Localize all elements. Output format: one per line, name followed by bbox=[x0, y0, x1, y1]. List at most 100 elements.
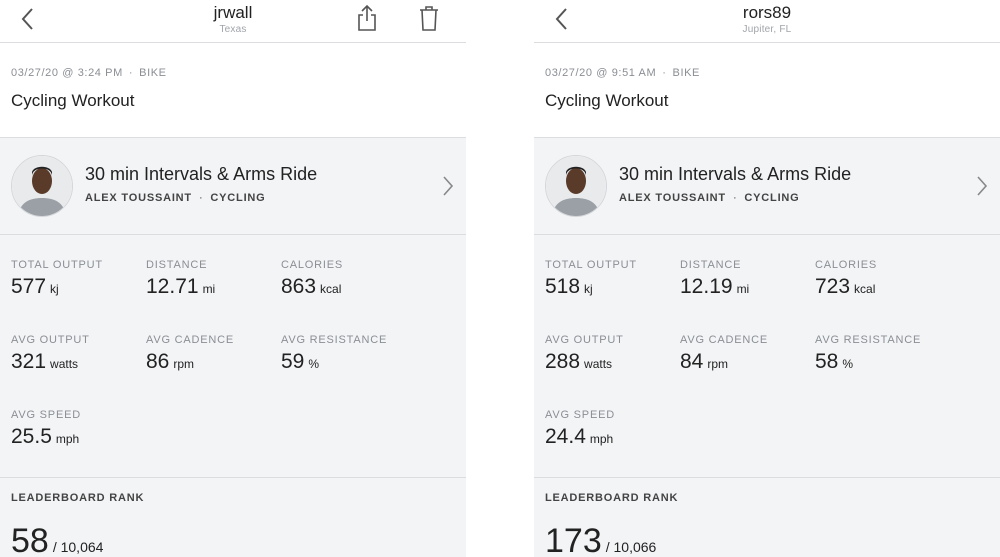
stat-total-output: TOTAL OUTPUT 518 kj bbox=[545, 259, 637, 299]
stat-unit: mph bbox=[55, 432, 80, 446]
workout-title: Cycling Workout bbox=[11, 91, 135, 110]
stat-label: TOTAL OUTPUT bbox=[545, 259, 637, 271]
rank-total: / 10,066 bbox=[605, 539, 657, 555]
ride-card[interactable]: 30 min Intervals & Arms Ride ALEX TOUSSA… bbox=[0, 138, 466, 235]
leaderboard-rank: 58/ 10,064 bbox=[11, 522, 103, 557]
stat-avg-cadence: AVG CADENCE 86 rpm bbox=[146, 334, 234, 374]
stat-value: 84 bbox=[680, 350, 704, 373]
stat-unit: mi bbox=[202, 282, 216, 296]
workout-type: BIKE bbox=[672, 67, 700, 79]
stat-unit: % bbox=[842, 357, 854, 371]
stat-label: DISTANCE bbox=[146, 259, 208, 271]
workout-title: Cycling Workout bbox=[545, 91, 669, 110]
workout-summary-card: 03/27/20 @ 3:24 PM · BIKE Cycling Workout bbox=[0, 43, 466, 138]
stat-total-output: TOTAL OUTPUT 577 kj bbox=[11, 259, 103, 299]
stat-unit: % bbox=[308, 357, 320, 371]
leaderboard-section: LEADERBOARD RANK 58/ 10,064 bbox=[0, 477, 466, 557]
workout-panel-right: rors89 Jupiter, FL 03/27/20 @ 9:51 AM · BI… bbox=[534, 0, 1000, 557]
trash-icon[interactable] bbox=[418, 4, 440, 32]
stat-avg-resistance: AVG RESISTANCE 59% bbox=[281, 334, 387, 374]
stat-value: 12.71 bbox=[146, 275, 199, 298]
leaderboard-label: LEADERBOARD RANK bbox=[545, 492, 679, 504]
stat-avg-speed: AVG SPEED 24.4 mph bbox=[545, 409, 615, 449]
stat-unit: kj bbox=[50, 282, 59, 296]
location-subtitle: Jupiter, FL bbox=[742, 24, 792, 35]
username-title: rors89 bbox=[742, 3, 792, 22]
stat-label: AVG RESISTANCE bbox=[815, 334, 922, 346]
leaderboard-label: LEADERBOARD RANK bbox=[11, 492, 145, 504]
leaderboard-section: LEADERBOARD RANK 173/ 10,066 bbox=[534, 477, 1000, 557]
stat-unit: kj bbox=[584, 282, 593, 296]
stat-unit: kcal bbox=[320, 282, 342, 296]
leaderboard-rank: 173/ 10,066 bbox=[545, 522, 656, 557]
workout-meta: 03/27/20 @ 9:51 AM · BIKE bbox=[545, 67, 700, 79]
stat-value: 25.5 bbox=[11, 425, 52, 448]
instructor-name: ALEX TOUSSAINT bbox=[85, 192, 192, 204]
stat-label: DISTANCE bbox=[680, 259, 742, 271]
stat-unit: watts bbox=[50, 357, 79, 371]
workout-date: 03/27/20 @ 9:51 AM bbox=[545, 67, 657, 79]
chevron-left-icon[interactable] bbox=[18, 6, 38, 32]
instructor-name: ALEX TOUSSAINT bbox=[619, 192, 726, 204]
stat-value: 58 bbox=[815, 350, 839, 373]
stat-label: AVG CADENCE bbox=[680, 334, 769, 346]
instructor-avatar bbox=[11, 155, 73, 217]
stat-label: CALORIES bbox=[815, 259, 878, 271]
stat-avg-output: AVG OUTPUT 321 watts bbox=[11, 334, 90, 374]
rank-value: 58 bbox=[11, 522, 49, 557]
ride-title: 30 min Intervals & Arms Ride bbox=[85, 164, 318, 184]
stat-label: AVG OUTPUT bbox=[11, 334, 90, 346]
stat-value: 12.19 bbox=[680, 275, 733, 298]
stat-calories: CALORIES 723 kcal bbox=[815, 259, 877, 299]
stat-label: AVG RESISTANCE bbox=[281, 334, 388, 346]
workout-panel-left: jrwall Texas 03/27/20 @ 3:24 PM · BIKE Cyc… bbox=[0, 0, 466, 557]
instructor-avatar bbox=[545, 155, 607, 217]
stat-distance: DISTANCE 12.19 mi bbox=[680, 259, 749, 299]
ride-discipline: CYCLING bbox=[744, 192, 800, 204]
ride-subtitle: ALEX TOUSSAINT · CYCLING bbox=[85, 192, 266, 204]
ride-subtitle: ALEX TOUSSAINT · CYCLING bbox=[619, 192, 800, 204]
rank-value: 173 bbox=[545, 522, 602, 557]
workout-date: 03/27/20 @ 3:24 PM bbox=[11, 67, 123, 79]
stat-label: TOTAL OUTPUT bbox=[11, 259, 103, 271]
stat-value: 577 bbox=[11, 275, 47, 298]
workout-summary-card: 03/27/20 @ 9:51 AM · BIKE Cycling Workout bbox=[534, 43, 1000, 138]
stat-distance: DISTANCE 12.71 mi bbox=[146, 259, 215, 299]
stat-label: AVG SPEED bbox=[545, 409, 615, 421]
stat-unit: mph bbox=[589, 432, 614, 446]
stat-value: 321 bbox=[11, 350, 47, 373]
stat-unit: rpm bbox=[707, 357, 729, 371]
chevron-right-icon[interactable] bbox=[440, 174, 456, 198]
panel-divider bbox=[466, 0, 534, 557]
stat-value: 86 bbox=[146, 350, 170, 373]
chevron-left-icon[interactable] bbox=[552, 6, 572, 32]
stat-value: 24.4 bbox=[545, 425, 586, 448]
stat-calories: CALORIES 863 kcal bbox=[281, 259, 343, 299]
workout-meta: 03/27/20 @ 3:24 PM · BIKE bbox=[11, 67, 167, 79]
stat-value: 863 bbox=[281, 275, 317, 298]
stat-value: 288 bbox=[545, 350, 581, 373]
stat-avg-resistance: AVG RESISTANCE 58% bbox=[815, 334, 921, 374]
stat-unit: kcal bbox=[854, 282, 876, 296]
stat-label: CALORIES bbox=[281, 259, 344, 271]
username-title: jrwall bbox=[213, 3, 253, 22]
stat-label: AVG SPEED bbox=[11, 409, 81, 421]
share-icon[interactable] bbox=[356, 4, 378, 32]
stat-value: 59 bbox=[281, 350, 305, 373]
stat-avg-cadence: AVG CADENCE 84 rpm bbox=[680, 334, 768, 374]
ride-card[interactable]: 30 min Intervals & Arms Ride ALEX TOUSSA… bbox=[534, 138, 1000, 235]
nav-header: jrwall Texas bbox=[0, 0, 466, 43]
stat-unit: mi bbox=[736, 282, 750, 296]
ride-title: 30 min Intervals & Arms Ride bbox=[619, 164, 852, 184]
ride-discipline: CYCLING bbox=[210, 192, 266, 204]
stat-unit: watts bbox=[584, 357, 613, 371]
workout-type: BIKE bbox=[139, 67, 167, 79]
stat-avg-output: AVG OUTPUT 288 watts bbox=[545, 334, 624, 374]
stat-label: AVG OUTPUT bbox=[545, 334, 624, 346]
location-subtitle: Texas bbox=[219, 24, 247, 35]
rank-total: / 10,064 bbox=[52, 539, 104, 555]
stat-label: AVG CADENCE bbox=[146, 334, 235, 346]
stat-avg-speed: AVG SPEED 25.5 mph bbox=[11, 409, 81, 449]
chevron-right-icon[interactable] bbox=[974, 174, 990, 198]
nav-header: rors89 Jupiter, FL bbox=[534, 0, 1000, 43]
